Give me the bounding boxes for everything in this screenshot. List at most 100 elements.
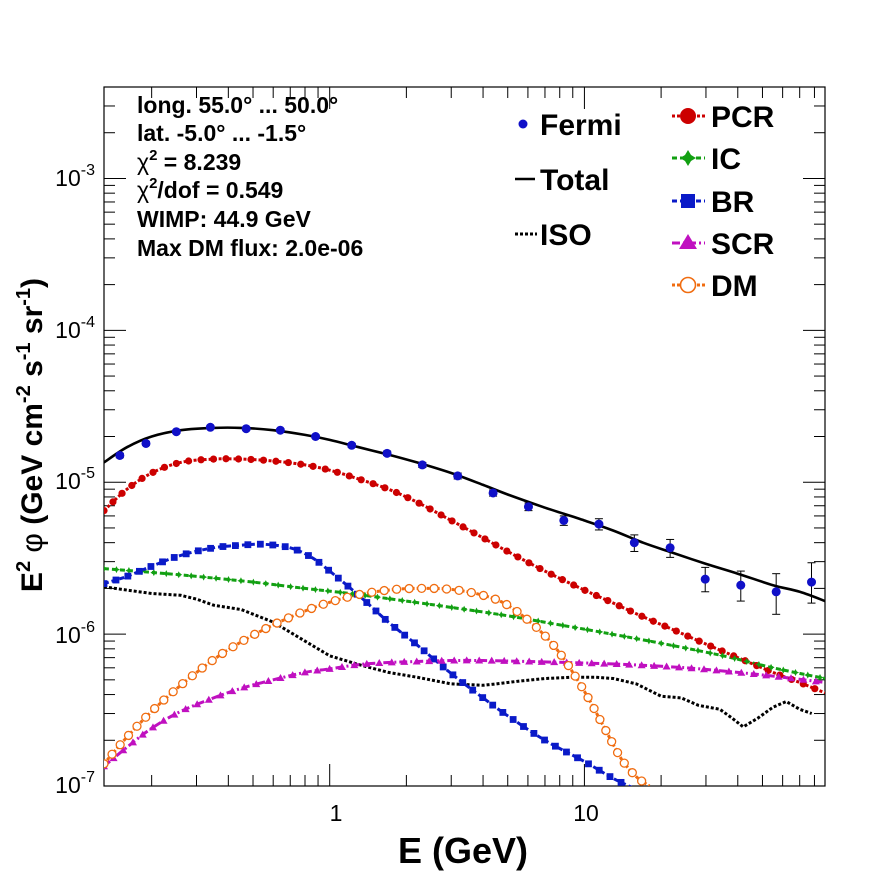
br-marker	[112, 576, 120, 584]
br-marker	[372, 607, 380, 615]
scr-marker	[193, 700, 202, 708]
legend-fermi: Fermi	[518, 109, 622, 142]
ic-marker	[349, 590, 357, 598]
scr-marker	[475, 656, 484, 664]
pcr-marker	[638, 612, 646, 620]
ic-marker	[423, 600, 431, 608]
ic-marker	[755, 660, 763, 668]
pcr-marker	[184, 457, 193, 465]
ic-marker	[731, 654, 739, 662]
br-marker	[391, 623, 399, 631]
br-marker	[363, 599, 371, 606]
ic-marker	[249, 578, 257, 586]
pcr-marker	[558, 576, 567, 584]
legend-dm: DM	[672, 270, 758, 303]
dm-marker	[454, 585, 464, 596]
y-tick-label: 10-7	[55, 769, 95, 798]
pcr-marker	[209, 455, 218, 463]
scr-marker	[437, 656, 446, 664]
legend-ic: IC	[672, 143, 741, 176]
ic-marker	[336, 588, 344, 596]
scr-marker	[325, 664, 334, 672]
br-marker	[430, 655, 438, 663]
pcr-marker	[369, 480, 377, 488]
info-max-dm: Max DM flux: 2.0e-06	[137, 235, 363, 261]
dm-marker	[149, 703, 160, 714]
dm-marker	[441, 584, 452, 594]
scr-marker	[119, 746, 128, 754]
ic-marker	[460, 605, 468, 613]
fermi-point	[275, 425, 285, 435]
pcr-marker	[536, 564, 544, 573]
fermi-points	[115, 422, 817, 615]
dm-marker	[107, 749, 117, 759]
br-marker	[489, 701, 497, 709]
ic-marker	[262, 580, 270, 588]
scr-marker	[128, 738, 137, 746]
ic-marker	[373, 593, 381, 601]
ic-marker	[633, 635, 641, 643]
series-ic-line	[104, 567, 825, 680]
scr-marker	[650, 661, 659, 669]
dm-marker	[104, 759, 109, 769]
scr-marker	[350, 661, 359, 669]
pcr-marker	[259, 456, 268, 464]
ic-marker	[743, 657, 751, 665]
br-marker	[219, 543, 227, 550]
scr-marker	[762, 671, 771, 679]
br-marker	[159, 558, 166, 566]
br-marker	[305, 552, 312, 559]
legend-ic-label: IC	[711, 143, 741, 176]
legend-pcr-marker	[680, 108, 696, 124]
dm-marker	[601, 725, 611, 736]
scr-marker	[749, 670, 758, 678]
fermi-point	[115, 450, 125, 460]
info-latitude: lat. -5.0° ... -1.5°	[137, 120, 306, 146]
pcr-marker	[811, 685, 819, 693]
pcr-marker	[470, 529, 478, 537]
ic-marker	[694, 647, 702, 655]
fermi-point	[559, 515, 569, 525]
ic-marker	[150, 569, 158, 577]
pcr-marker	[128, 481, 136, 490]
dm-marker	[512, 606, 522, 617]
ic-marker	[534, 617, 542, 625]
ic-marker	[299, 584, 307, 592]
pcr-marker	[649, 617, 657, 625]
dm-marker	[416, 583, 427, 594]
br-marker	[459, 679, 467, 686]
dm-marker	[619, 758, 629, 768]
br-marker	[325, 566, 333, 574]
dm-marker	[379, 585, 389, 596]
scr-marker	[662, 662, 671, 670]
pcr-marker	[672, 627, 680, 635]
pcr-marker	[197, 456, 205, 464]
dm-marker	[272, 618, 282, 628]
fermi-point	[665, 543, 675, 553]
scr-marker	[687, 664, 696, 672]
pcr-marker	[333, 468, 341, 476]
br-marker	[499, 709, 507, 716]
dm-marker	[522, 614, 532, 624]
scr-marker	[313, 666, 322, 674]
scr-marker	[450, 656, 459, 664]
info-text: long. 55.0° ... 50.0° lat. -5.0° ... -1.…	[137, 92, 363, 261]
scr-marker	[512, 657, 521, 665]
dm-marker	[502, 599, 512, 610]
ic-marker	[546, 619, 554, 627]
ic-marker	[571, 624, 579, 632]
pcr-marker	[514, 553, 522, 561]
series-total-line	[104, 426, 825, 603]
pcr-marker	[381, 484, 389, 492]
dm-marker	[261, 623, 271, 634]
fermi-point	[171, 427, 181, 437]
scr-marker	[138, 730, 147, 738]
ic-marker	[645, 637, 653, 645]
info-longitude: long. 55.0° ... 50.0°	[137, 92, 338, 118]
scr-marker	[500, 656, 509, 664]
pcr-marker	[718, 647, 726, 655]
br-marker	[244, 541, 252, 549]
br-marker	[469, 686, 477, 694]
pcr-marker	[138, 474, 146, 482]
series-iso-line	[104, 585, 813, 729]
